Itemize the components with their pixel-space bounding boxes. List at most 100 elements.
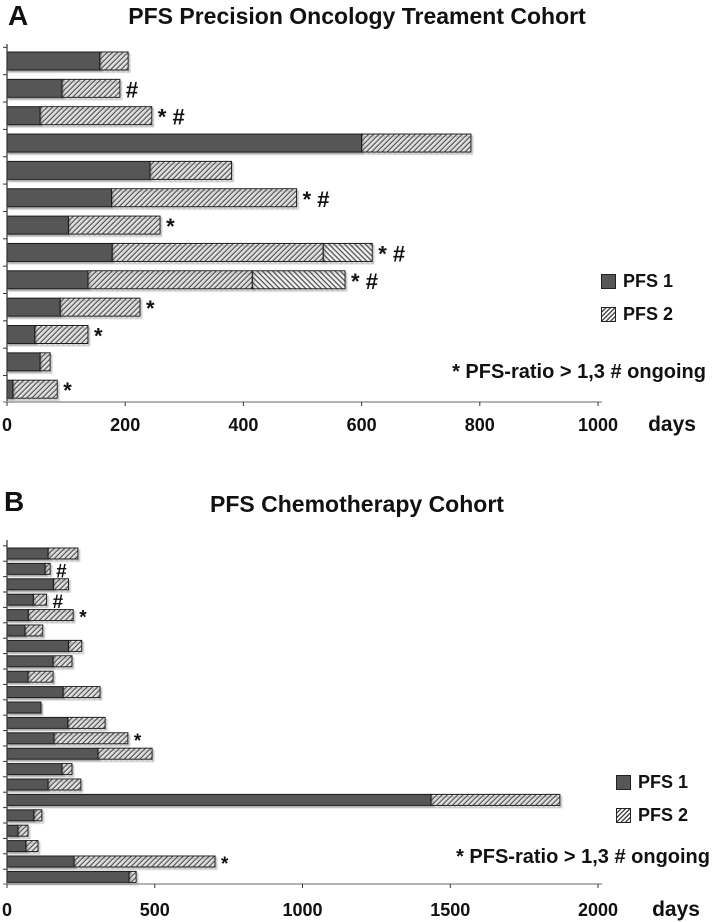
patient-bar: [6, 639, 83, 652]
patient-bar: [6, 51, 129, 71]
pfs2-segment: [430, 793, 561, 806]
pfs2-segment: [61, 78, 121, 98]
patient-bar: [6, 686, 101, 699]
patient-bar: [6, 270, 346, 290]
legend-item-pfs2: PFS 2: [601, 304, 673, 324]
patient-bar: [6, 133, 472, 153]
bar-annotation: #: [53, 592, 64, 613]
pfs2-segment: [111, 188, 298, 208]
pfs1-segment: [6, 51, 101, 71]
bar-annotation: *: [166, 214, 175, 239]
panel-b-title: PFS Chemotherapy Cohort: [210, 491, 504, 517]
pfs2-segment: [99, 51, 129, 71]
pfs2-segment: [27, 609, 74, 622]
pfs2-segment: [12, 379, 58, 399]
pfs1-legend-label: PFS 1: [623, 270, 674, 291]
pfs2-segment: [59, 297, 141, 317]
bar-annotation: *: [146, 296, 155, 321]
pfs2-segment: [52, 655, 73, 668]
patient-bar: [6, 870, 137, 883]
patient-bar: [6, 325, 89, 344]
patient-bar: [6, 593, 48, 606]
x-tick-label: 0: [2, 415, 12, 435]
patient-bar: [6, 778, 82, 791]
pfs1-segment: [6, 325, 36, 344]
pfs2-legend-label: PFS 2: [638, 804, 689, 825]
pfs2-segment: [34, 325, 89, 344]
patient-bar: [6, 215, 161, 235]
panel-b-annotation-key: * PFS-ratio > 1,3 # ongoing: [456, 846, 710, 868]
patient-bar: [6, 242, 373, 262]
pfs2-segment: [61, 763, 73, 776]
pfs2-segment: [25, 840, 39, 853]
pfs2-swatch-icon: [601, 306, 616, 322]
bar-annotation: *: [134, 731, 142, 752]
pfs1-segment: [6, 624, 26, 637]
pfs2-segment: [111, 242, 324, 262]
pfs1-segment: [6, 840, 27, 853]
pfs2-segment: [47, 778, 82, 791]
pfs1-segment: [6, 686, 64, 699]
pfs1-segment: [6, 106, 41, 126]
bar-annotation: *: [63, 378, 72, 403]
x-tick-label: 500: [140, 900, 170, 920]
panel-b-legend: PFS 1 PFS 2: [616, 772, 688, 838]
bar-annotation: * #: [303, 187, 330, 212]
pfs2-segment: [17, 824, 29, 837]
pfs2-segment: [67, 215, 161, 235]
x-tick-label: 200: [110, 415, 140, 435]
pfs2-swatch-icon: [616, 807, 631, 823]
pfs2-segment: [44, 562, 51, 575]
pfs2-segment: [53, 732, 129, 745]
x-tick-label: 1000: [578, 415, 618, 435]
pfs2-legend-label: PFS 2: [623, 303, 674, 324]
panel-a-annotation-key: * PFS-ratio > 1,3 # ongoing: [452, 361, 706, 383]
pfs1-swatch-icon: [601, 273, 616, 289]
pfs1-segment: [6, 160, 151, 180]
patient-bar: [6, 670, 54, 683]
pfs2-segment: [27, 670, 54, 683]
pfs1-segment: [6, 855, 75, 868]
pfs1-segment: [6, 716, 69, 729]
pfs1-segment: [6, 578, 54, 591]
pfs1-segment: [6, 870, 130, 883]
pfs1-segment: [6, 242, 113, 262]
pfs2-segment: [39, 106, 153, 126]
x-tick-label: 800: [465, 415, 495, 435]
pfs2-segment: [67, 716, 106, 729]
patient-bar: [6, 160, 233, 180]
pfs1-segment: [6, 763, 63, 776]
patient-bar: [6, 763, 73, 776]
x-tick-label: 1000: [282, 900, 322, 920]
bar-annotation: * #: [378, 241, 405, 266]
patient-bar: [6, 379, 58, 399]
legend-item-pfs2: PFS 2: [616, 805, 688, 825]
bar-annotation: #: [126, 77, 138, 102]
patient-bar: [6, 824, 29, 837]
patient-bar: [6, 809, 43, 822]
panel-a-legend: PFS 1 PFS 2: [601, 271, 673, 337]
panel-b-bar-chart: # # * * * 0 500 1000 1500 2000 days: [2, 540, 700, 921]
x-tick-label: 2000: [578, 900, 618, 920]
patient-bar: [6, 840, 39, 853]
pfs2-segment: [62, 686, 101, 699]
pfs2-segment: [128, 870, 137, 883]
pfs2-segment: [361, 133, 472, 153]
patient-bar: [6, 547, 79, 560]
x-axis-unit-label: days: [648, 413, 696, 436]
panel-a-letter: A: [8, 0, 29, 31]
legend-item-pfs1: PFS 1: [601, 271, 673, 291]
pfs2-segment: [52, 578, 69, 591]
pfs1-segment: [6, 778, 49, 791]
patient-bar: [6, 609, 74, 622]
x-axis-unit-label: days: [652, 898, 700, 921]
pfs1-swatch-icon: [616, 774, 631, 790]
panel-a-title: PFS Precision Oncology Treament Cohort: [128, 3, 586, 29]
pfs2-segment: [97, 747, 153, 760]
pfs1-segment: [6, 639, 69, 652]
pfs1-segment: [6, 809, 35, 822]
bar-annotation: *: [79, 608, 87, 629]
patient-bar: [6, 562, 51, 575]
pfs1-segment: [6, 747, 99, 760]
pfs1-segment: [6, 297, 61, 317]
